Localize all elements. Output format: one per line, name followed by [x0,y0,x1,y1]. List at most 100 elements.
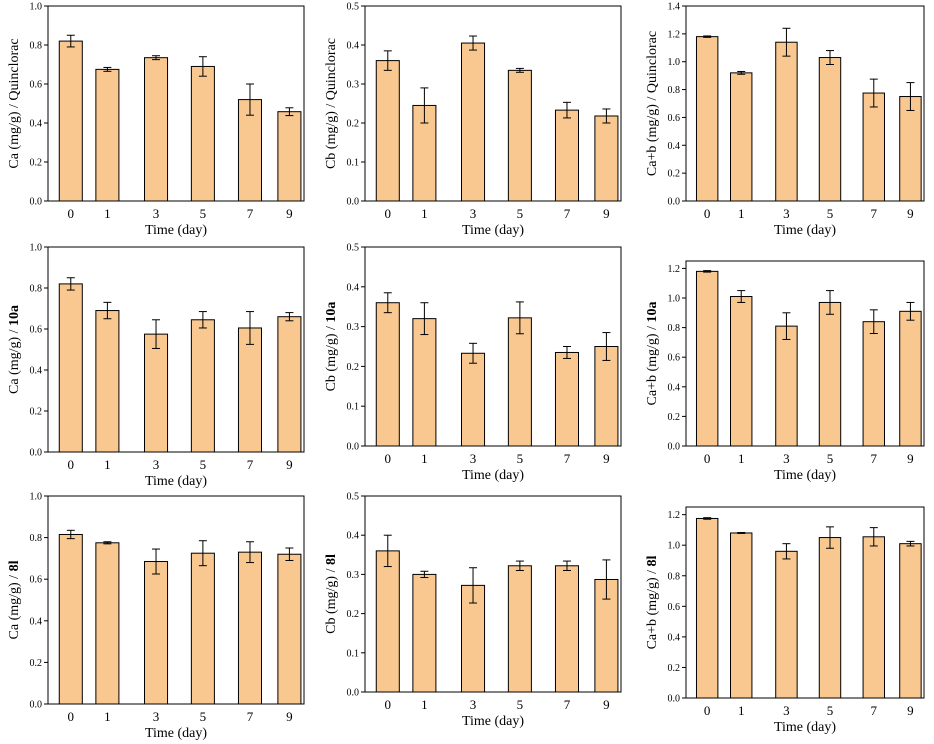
x-tick-label: 0 [704,206,711,221]
x-axis-title: Time (day) [774,468,836,483]
y-tick-label: 1.0 [30,243,43,254]
x-tick-label: 1 [104,457,111,472]
y-tick-label: 1.2 [668,264,681,275]
y-tick-label: 0.3 [347,322,360,333]
y-tick-label: 0.8 [30,533,43,544]
bar-day-3 [144,333,169,453]
bar-day-9 [899,310,922,447]
bar-day-0 [375,550,400,693]
chart-panel-3: 0.0 0.2 0.4 0.6 0.8 1.0 1.2 1.4 0 1 3 5 7 9 Time (day)… [645,2,925,238]
x-tick-label: 9 [603,451,610,466]
bar-day-7 [862,321,885,447]
y-tick-label: 1.4 [668,2,681,13]
x-tick-label: 3 [153,206,160,221]
x-tick-label: 3 [783,206,790,221]
bar-day-1 [730,296,753,447]
y-axis-title: Ca+b (mg/g) / Quinclorac [645,31,660,176]
bar-day-9 [594,346,619,447]
x-tick-label: 5 [517,451,524,466]
plot-frame [364,5,622,202]
chart-panel-1: 0.0 0.2 0.4 0.6 0.8 1.0 0 1 3 5 7 9 Time (day) Ca (mg… [7,2,305,238]
y-tick-label: 0.2 [668,412,681,423]
y-tick-label: 0.0 [668,197,681,208]
x-tick-label: 1 [104,709,111,724]
x-axis-title: Time (day) [774,223,836,238]
y-tick-label: 0.4 [347,41,360,52]
y-tick-label: 1.0 [668,57,681,68]
x-tick-label: 1 [738,703,745,718]
y-axis-title: Ca (mg/g) / 8l [7,560,22,639]
bar-day-0 [58,40,83,202]
bar-day-3 [461,352,486,447]
plot-frame [47,495,305,705]
y-tick-label: 0.0 [30,197,43,208]
bar-day-5 [507,69,532,202]
y-tick-label: 1.0 [668,294,681,305]
x-tick-label: 5 [827,451,834,466]
y-tick-label: 0.6 [668,353,681,364]
y-tick-label: 0.5 [347,2,360,13]
x-tick-label: 1 [738,206,745,221]
bar-day-7 [862,536,885,699]
y-tick-label: 0.6 [30,80,43,91]
y-tick-label: 0.0 [347,197,360,208]
y-tick-label: 0.8 [668,323,681,334]
y-tick-label: 0.8 [668,85,681,96]
bar-day-0 [375,60,400,202]
x-tick-label: 7 [871,206,878,221]
bar-day-3 [775,41,798,202]
y-tick-label: 0.0 [668,694,681,705]
y-tick-label: 0.4 [668,382,681,393]
y-tick-label: 0.2 [30,407,43,418]
y-axis-title: Cb (mg/g) / 10a [324,302,339,392]
x-tick-label: 0 [385,697,392,712]
x-tick-label: 9 [907,703,914,718]
x-tick-label: 1 [421,206,428,221]
x-tick-label: 3 [783,703,790,718]
bar-day-0 [695,36,719,202]
y-tick-label: 0.1 [347,648,360,659]
y-tick-label: 0.6 [30,575,43,586]
plot-frame [685,260,925,447]
bar-day-0 [58,533,83,705]
x-tick-label: 7 [871,451,878,466]
bar-day-9 [899,96,922,202]
y-tick-label: 0.4 [668,632,681,643]
x-tick-label: 7 [564,697,571,712]
bar-day-1 [412,318,437,447]
x-tick-label: 0 [68,206,75,221]
x-tick-label: 5 [200,709,207,724]
y-tick-label: 0.4 [30,616,43,627]
x-axis-title: Time (day) [145,474,207,489]
chart-panel-9: 0.0 0.2 0.4 0.6 0.8 1.0 1.2 0 1 3 5 7 9 Time (day) Ca+… [645,506,925,735]
y-tick-label: 1.0 [668,541,681,552]
y-tick-label: 1.0 [30,2,43,13]
y-axis-title: Ca+b (mg/g) / 8l [645,555,660,649]
bar-day-9 [899,543,922,699]
chart-panel-6: 0.0 0.2 0.4 0.6 0.8 1.0 1.2 0 1 3 5 7 9 Time (day) Ca+… [645,260,925,483]
x-tick-label: 7 [247,457,254,472]
y-tick-label: 0.3 [347,570,360,581]
bar-day-0 [695,270,719,447]
y-tick-label: 0.4 [668,141,681,152]
x-tick-label: 0 [385,206,392,221]
x-tick-label: 3 [153,709,160,724]
y-tick-label: 0.2 [668,169,681,180]
y-tick-label: 0.2 [347,362,360,373]
x-axis-title: Time (day) [462,714,524,729]
x-tick-label: 5 [517,697,524,712]
x-tick-label: 7 [871,703,878,718]
x-axis-title: Time (day) [145,223,207,238]
chart-panel-8: 0.0 0.1 0.2 0.3 0.4 0.5 0 1 3 5 7 9 Time (day) Cb (mg… [324,492,622,729]
x-tick-label: 9 [603,206,610,221]
x-tick-label: 0 [68,457,75,472]
y-tick-label: 0.0 [30,448,43,459]
plot-frame [364,495,622,693]
y-tick-label: 0.4 [30,119,43,130]
bar-day-3 [775,550,798,699]
x-tick-label: 5 [827,206,834,221]
x-tick-label: 3 [470,697,477,712]
x-tick-label: 5 [827,703,834,718]
x-tick-label: 9 [907,206,914,221]
y-tick-label: 1.0 [30,492,43,503]
